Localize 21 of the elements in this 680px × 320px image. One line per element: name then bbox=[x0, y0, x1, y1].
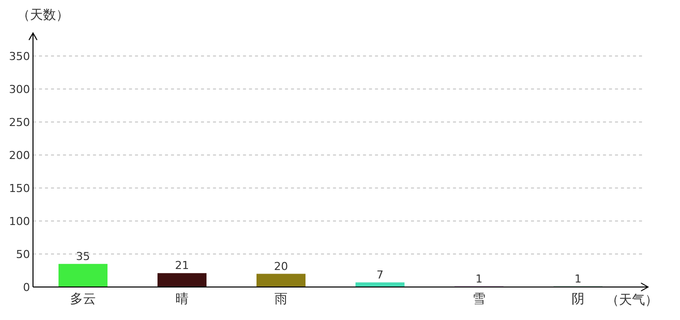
data-label: 35 bbox=[76, 250, 90, 263]
x-tick-label: 晴 bbox=[176, 292, 188, 307]
data-label: 21 bbox=[175, 259, 189, 272]
y-tick-label: 200 bbox=[9, 149, 30, 162]
y-axis-title: （天数） bbox=[17, 8, 69, 23]
x-tick-label: 阴 bbox=[572, 292, 584, 307]
data-label: 20 bbox=[274, 260, 288, 273]
data-label: 7 bbox=[376, 268, 384, 282]
y-tick-label: 0 bbox=[23, 281, 30, 294]
x-tick-label: 雨 bbox=[274, 292, 288, 307]
y-tick-label: 150 bbox=[9, 182, 30, 195]
y-tick-label: 300 bbox=[9, 83, 30, 96]
y-tick-label: 100 bbox=[9, 215, 30, 228]
x-tick-label: 雪 bbox=[472, 292, 486, 307]
x-tick-label: 多云 bbox=[70, 292, 96, 307]
data-label: 1 bbox=[574, 272, 582, 286]
y-tick-label: 50 bbox=[16, 248, 30, 261]
data-label: 1 bbox=[476, 272, 482, 286]
x-axis-title: （天气） bbox=[606, 293, 658, 308]
y-tick-label: 350 bbox=[9, 50, 30, 63]
y-tick-label: 250 bbox=[9, 116, 30, 129]
